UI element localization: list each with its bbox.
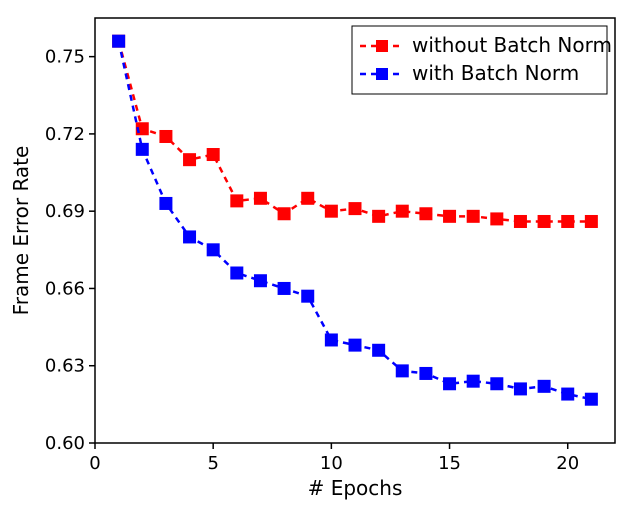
series-marker-0 bbox=[349, 203, 361, 215]
series-marker-1 bbox=[160, 197, 172, 209]
series-marker-0 bbox=[254, 192, 266, 204]
y-tick-label: 0.60 bbox=[45, 433, 85, 454]
series-marker-1 bbox=[278, 282, 290, 294]
series-marker-0 bbox=[467, 210, 479, 222]
x-tick-label: 0 bbox=[89, 453, 100, 474]
series-marker-0 bbox=[420, 208, 432, 220]
series-marker-0 bbox=[373, 210, 385, 222]
series-marker-1 bbox=[514, 383, 526, 395]
y-tick-label: 0.69 bbox=[45, 201, 85, 222]
y-tick-label: 0.75 bbox=[45, 47, 85, 68]
series-marker-0 bbox=[514, 215, 526, 227]
series-marker-1 bbox=[585, 393, 597, 405]
series-marker-0 bbox=[562, 215, 574, 227]
series-marker-1 bbox=[231, 267, 243, 279]
series-marker-1 bbox=[467, 375, 479, 387]
series-marker-1 bbox=[538, 380, 550, 392]
x-tick-label: 15 bbox=[438, 453, 461, 474]
x-axis-label: # Epochs bbox=[308, 476, 403, 500]
series-marker-1 bbox=[396, 365, 408, 377]
series-marker-0 bbox=[396, 205, 408, 217]
series-marker-0 bbox=[538, 215, 550, 227]
legend-marker-1 bbox=[376, 68, 388, 80]
y-tick-label: 0.66 bbox=[45, 278, 85, 299]
legend-label-0: without Batch Norm bbox=[412, 33, 612, 57]
series-marker-1 bbox=[207, 244, 219, 256]
y-tick-label: 0.63 bbox=[45, 356, 85, 377]
series-marker-0 bbox=[207, 149, 219, 161]
series-marker-1 bbox=[491, 378, 503, 390]
series-marker-1 bbox=[136, 143, 148, 155]
series-marker-0 bbox=[585, 215, 597, 227]
series-marker-1 bbox=[349, 339, 361, 351]
series-marker-0 bbox=[491, 213, 503, 225]
series-marker-1 bbox=[325, 334, 337, 346]
series-marker-1 bbox=[254, 275, 266, 287]
series-marker-0 bbox=[231, 195, 243, 207]
series-marker-1 bbox=[420, 367, 432, 379]
legend-label-1: with Batch Norm bbox=[412, 61, 579, 85]
series-marker-1 bbox=[113, 35, 125, 47]
series-marker-0 bbox=[444, 210, 456, 222]
series-marker-1 bbox=[184, 231, 196, 243]
legend-marker-0 bbox=[376, 40, 388, 52]
series-marker-1 bbox=[562, 388, 574, 400]
x-tick-label: 5 bbox=[207, 453, 218, 474]
series-marker-0 bbox=[184, 154, 196, 166]
series-marker-0 bbox=[302, 192, 314, 204]
line-chart: 0 5 10 15 20 # Epochs 0.60 0.63 0.66 0.69 0.72 0.75… bbox=[0, 0, 640, 508]
x-tick-label: 20 bbox=[556, 453, 579, 474]
series-marker-0 bbox=[160, 130, 172, 142]
y-axis-label: Frame Error Rate bbox=[9, 146, 33, 316]
series-marker-1 bbox=[373, 344, 385, 356]
series-marker-1 bbox=[302, 290, 314, 302]
series-marker-1 bbox=[444, 378, 456, 390]
chart-container: 0 5 10 15 20 # Epochs 0.60 0.63 0.66 0.69 0.72 0.75… bbox=[0, 0, 640, 508]
y-tick-label: 0.72 bbox=[45, 124, 85, 145]
series-marker-0 bbox=[325, 205, 337, 217]
series-marker-0 bbox=[278, 208, 290, 220]
x-tick-label: 10 bbox=[320, 453, 343, 474]
